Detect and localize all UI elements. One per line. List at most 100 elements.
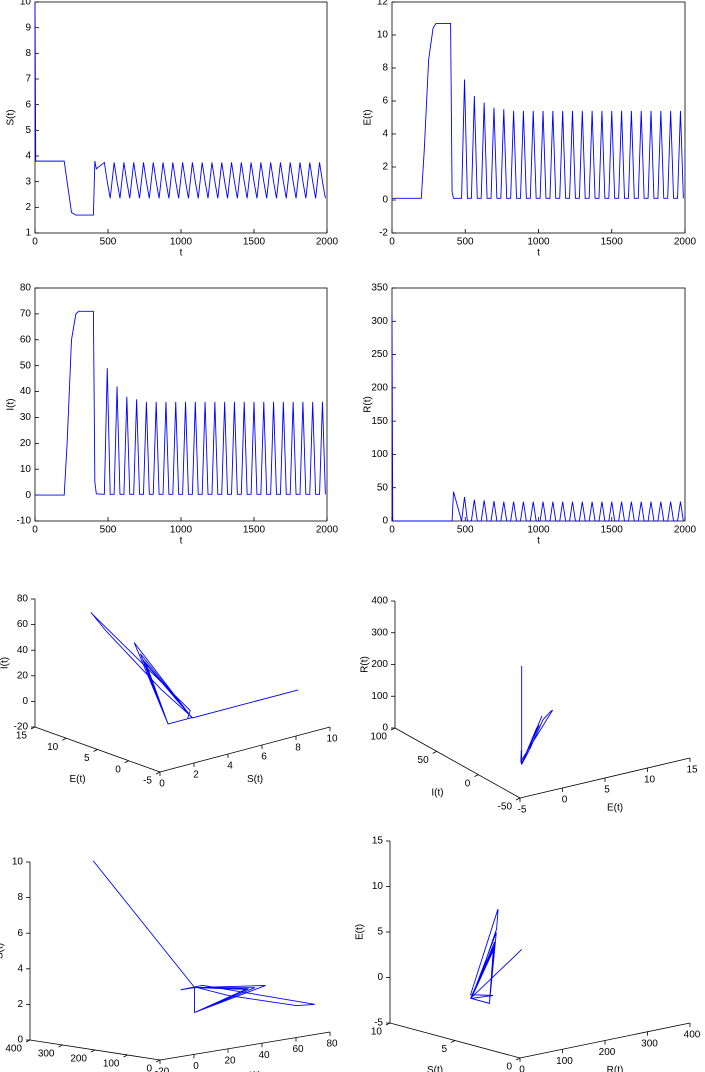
y-tick-label: 5 bbox=[84, 753, 90, 764]
x-tick-label: 1500 bbox=[243, 525, 266, 536]
axis-line bbox=[394, 727, 521, 799]
y-tick bbox=[474, 774, 479, 778]
x-tick-label: 1000 bbox=[527, 237, 550, 248]
y-tick-label: 10 bbox=[377, 30, 389, 41]
y-tick-label: 60 bbox=[20, 334, 32, 345]
y-tick-label: 2 bbox=[25, 202, 31, 213]
x-tick-label: 0 bbox=[159, 779, 165, 790]
x-tick-label: 1000 bbox=[527, 525, 550, 536]
data-line bbox=[35, 310, 326, 496]
x-tick-label: 1500 bbox=[601, 525, 624, 536]
y-tick-label: 6 bbox=[382, 96, 388, 107]
y-tick-label: 15 bbox=[16, 731, 28, 742]
y-tick-label: 4 bbox=[382, 129, 388, 140]
x-tick-label: 8 bbox=[295, 743, 301, 754]
y-axis-label: E(t) bbox=[363, 109, 374, 125]
y-tick bbox=[123, 1054, 128, 1058]
x-tick-label: 0 bbox=[562, 795, 568, 806]
y-tick-label: 10 bbox=[20, 464, 32, 475]
y-tick-label: 50 bbox=[20, 360, 32, 371]
x-tick-label: 60 bbox=[292, 1044, 304, 1055]
x-tick-label: 1000 bbox=[170, 525, 193, 536]
z-tick-label: 10 bbox=[12, 857, 24, 868]
y-tick-label: 9 bbox=[25, 22, 31, 33]
plot-frame bbox=[391, 287, 686, 522]
z-axis-label: E(t) bbox=[355, 924, 366, 940]
y-tick-label: 0 bbox=[382, 516, 388, 527]
z-tick-label: -5 bbox=[374, 1018, 383, 1029]
z-axis-label: R(t) bbox=[360, 656, 371, 673]
z-tick-label: 0 bbox=[22, 696, 28, 707]
x-axis-label: t bbox=[180, 536, 183, 547]
data-line bbox=[392, 23, 684, 199]
y-tick-label: 20 bbox=[20, 438, 32, 449]
y-tick-label: 5 bbox=[441, 1044, 447, 1055]
x-tick-label: -5 bbox=[518, 805, 527, 816]
y-tick-label: 7 bbox=[25, 74, 31, 85]
z-tick-label: 300 bbox=[371, 627, 388, 638]
z-tick-label: 10 bbox=[372, 881, 384, 892]
x-tick-label: 1500 bbox=[601, 237, 624, 248]
y-tick-label: 50 bbox=[418, 755, 430, 766]
y-tick-label: 0 bbox=[25, 490, 31, 501]
y-tick-label: 70 bbox=[20, 309, 32, 320]
x-tick-label: 400 bbox=[684, 1030, 701, 1041]
x-tick-label: 0 bbox=[193, 1061, 199, 1072]
y-tick-label: 150 bbox=[371, 416, 388, 427]
z-tick-label: 5 bbox=[377, 927, 383, 938]
z-axis-label: S(t) bbox=[0, 943, 6, 959]
x-tick-label: 5 bbox=[604, 785, 610, 796]
x-tick-label: -20 bbox=[155, 1067, 170, 1072]
z-tick-label: 8 bbox=[17, 892, 23, 903]
y-tick-label: 200 bbox=[371, 382, 388, 393]
axis-line bbox=[159, 726, 331, 773]
x-tick-label: 40 bbox=[258, 1050, 270, 1061]
z-tick-label: 0 bbox=[382, 723, 388, 734]
x-tick-label: 0 bbox=[32, 237, 38, 248]
x-tick-label: 500 bbox=[457, 237, 474, 248]
z-tick-label: 0 bbox=[377, 972, 383, 983]
y-tick-label: 6 bbox=[25, 99, 31, 110]
y-tick bbox=[124, 760, 129, 764]
z-tick-label: 40 bbox=[17, 645, 29, 656]
y-tick-label: 0 bbox=[115, 764, 121, 775]
x-tick-label: 0 bbox=[389, 525, 395, 536]
y-tick-label: 0 bbox=[465, 778, 471, 789]
y-tick-label: 40 bbox=[20, 386, 32, 397]
y-axis-label: E(t) bbox=[69, 774, 85, 785]
y-tick-label: 10 bbox=[47, 742, 59, 753]
y-tick-label: 300 bbox=[38, 1049, 55, 1060]
y-tick-label: 8 bbox=[25, 48, 31, 59]
x-axis-label: t bbox=[180, 248, 183, 259]
y-tick-label: 1 bbox=[25, 228, 31, 239]
x-tick-label: 0 bbox=[389, 237, 395, 248]
x-tick-label: 2000 bbox=[316, 237, 339, 248]
y-tick-label: 100 bbox=[371, 449, 388, 460]
y-tick-label: 4 bbox=[25, 151, 31, 162]
x-tick-label: 500 bbox=[457, 525, 474, 536]
x-tick-label: 4 bbox=[227, 761, 233, 772]
y-tick-label: 200 bbox=[70, 1054, 87, 1065]
data-line bbox=[391, 314, 684, 522]
x-tick-label: 500 bbox=[100, 525, 117, 536]
y-tick bbox=[90, 1049, 96, 1053]
z-tick-label: 200 bbox=[371, 659, 388, 670]
x-tick-label: 2000 bbox=[674, 525, 697, 536]
y-tick-label: 350 bbox=[371, 283, 388, 294]
x-tick-label: 200 bbox=[599, 1047, 616, 1058]
y-tick-label: -10 bbox=[17, 516, 32, 527]
z-tick-label: 2 bbox=[17, 999, 23, 1010]
z-tick-label: 6 bbox=[17, 928, 23, 939]
y-tick-label: 10 bbox=[20, 0, 32, 8]
y-tick-label: -5 bbox=[143, 776, 152, 787]
y-axis-label: I(t) bbox=[431, 788, 443, 799]
y-tick-label: 0 bbox=[382, 195, 388, 206]
trajectory bbox=[92, 860, 315, 1014]
y-tick bbox=[62, 737, 67, 741]
x-tick-label: 100 bbox=[556, 1056, 573, 1067]
x-axis-label: R(t) bbox=[607, 1065, 624, 1072]
y-tick-label: -50 bbox=[498, 802, 513, 813]
y-tick-label: 5 bbox=[25, 125, 31, 136]
x-tick-label: 300 bbox=[641, 1038, 658, 1049]
